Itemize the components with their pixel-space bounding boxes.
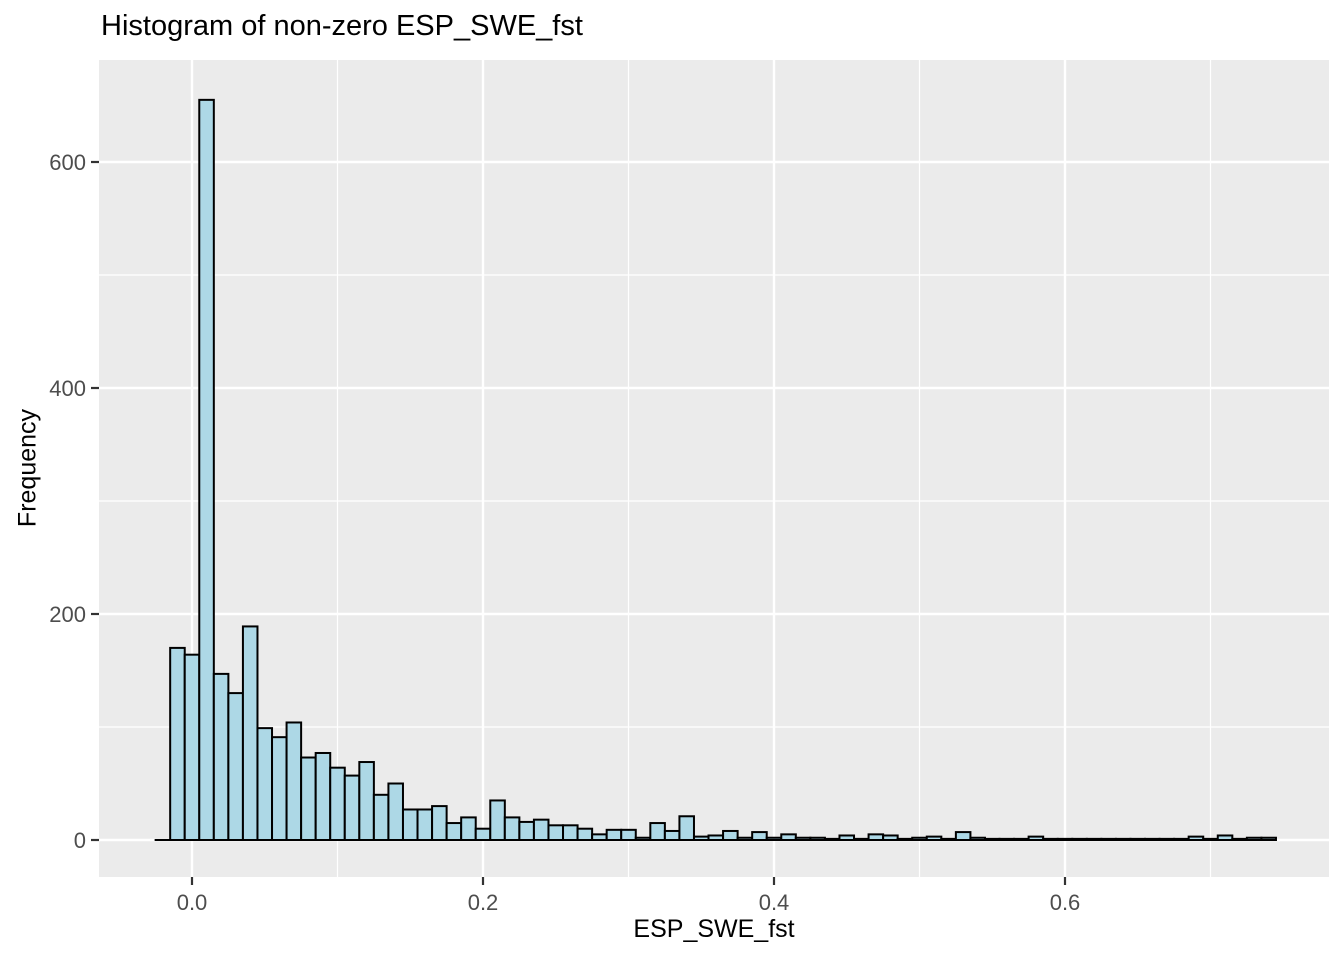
y-tick-label: 400: [49, 376, 86, 401]
histogram-bar: [547, 824, 565, 841]
histogram-bar: [707, 834, 725, 841]
histogram-bar: [1071, 837, 1088, 841]
histogram-bar: [227, 692, 244, 841]
histogram-bar: [314, 751, 332, 841]
histogram-bar: [751, 831, 768, 842]
x-tick-label: 0.2: [468, 890, 499, 915]
histogram-bar: [867, 833, 885, 841]
histogram-bar: [1085, 837, 1103, 841]
histogram-bar: [256, 727, 274, 842]
histogram-bar: [722, 829, 739, 842]
histogram-bar: [1245, 836, 1263, 841]
histogram-bar: [882, 834, 899, 841]
histogram-bar: [518, 820, 535, 841]
histogram-bar: [1056, 837, 1074, 841]
histogram-bar: [416, 808, 434, 841]
histogram-bar: [387, 782, 404, 841]
histogram-bar: [329, 766, 346, 841]
histogram-bar: [532, 818, 550, 841]
histogram-bar: [765, 836, 783, 841]
histogram-bar: [183, 653, 201, 841]
histogram-bar: [576, 827, 594, 842]
y-tick-label: 600: [49, 150, 86, 175]
histogram-bar: [198, 98, 215, 842]
histogram-bar: [372, 793, 390, 841]
histogram-bar: [489, 799, 506, 842]
histogram-bar: [663, 829, 681, 842]
histogram-bar: [212, 672, 230, 842]
y-axis-title: Frequency: [13, 408, 42, 528]
histogram-bar: [562, 824, 579, 841]
histogram-bar: [460, 816, 477, 842]
histogram-bar: [300, 756, 317, 842]
x-tick-label: 0.6: [1050, 890, 1081, 915]
histogram-bar: [809, 836, 826, 841]
histogram-bar: [271, 736, 288, 841]
histogram-bar: [998, 837, 1016, 841]
histogram-bar: [794, 836, 812, 841]
histogram-bar: [1231, 837, 1248, 841]
histogram-bar: [634, 836, 652, 841]
histogram-bar: [1144, 837, 1161, 841]
y-tick-label: 0: [74, 828, 86, 853]
histogram-bar: [692, 835, 710, 841]
histogram-bar: [1114, 837, 1132, 841]
histogram-bar: [620, 828, 637, 842]
plot-panel: [99, 60, 1329, 877]
histogram-bar: [1216, 834, 1234, 841]
histogram-bar: [925, 835, 943, 841]
chart-title: Histogram of non-zero ESP_SWE_fst: [101, 10, 583, 42]
histogram-bar: [474, 827, 492, 842]
y-tick-label: 200: [49, 602, 86, 627]
histogram-bar: [591, 833, 608, 841]
histogram-bar: [823, 837, 841, 841]
histogram-bar: [780, 833, 797, 841]
histogram-bar: [1187, 835, 1205, 841]
histogram-bar: [954, 831, 972, 842]
histogram-bar: [241, 625, 259, 841]
histogram-bar: [911, 836, 928, 841]
histogram-bar: [649, 822, 666, 841]
histogram-bar: [940, 837, 957, 841]
histogram-bar: [838, 834, 856, 841]
histogram-bar: [605, 828, 623, 842]
histogram-bar: [1260, 836, 1277, 841]
histogram-bar: [1100, 837, 1117, 841]
histogram-bar: [1173, 837, 1190, 841]
histogram-bar: [401, 808, 419, 841]
histogram-bar: [1013, 837, 1030, 841]
histogram-bar: [1202, 837, 1219, 841]
histogram-bar: [1129, 837, 1147, 841]
histogram-bar: [983, 837, 1001, 841]
histogram-bar: [503, 816, 521, 842]
histogram-bar: [169, 646, 186, 842]
histogram-bar: [285, 721, 303, 841]
histogram-bar: [1158, 837, 1176, 841]
histogram-bar: [969, 836, 986, 841]
histogram-bar: [358, 761, 375, 842]
histogram-bar: [853, 837, 870, 841]
x-tick-label: 0.0: [177, 890, 208, 915]
histogram-bar: [678, 815, 695, 842]
histogram-bar: [431, 805, 448, 841]
histogram-bar: [343, 774, 361, 842]
histogram-bar: [445, 822, 463, 841]
histogram-bar: [736, 836, 754, 841]
x-axis-title: ESP_SWE_fst: [633, 915, 795, 943]
x-tick-label: 0.4: [759, 890, 790, 915]
histogram-bar: [1042, 837, 1059, 841]
histogram-bar: [896, 837, 914, 841]
histogram-bar: [1027, 835, 1045, 841]
